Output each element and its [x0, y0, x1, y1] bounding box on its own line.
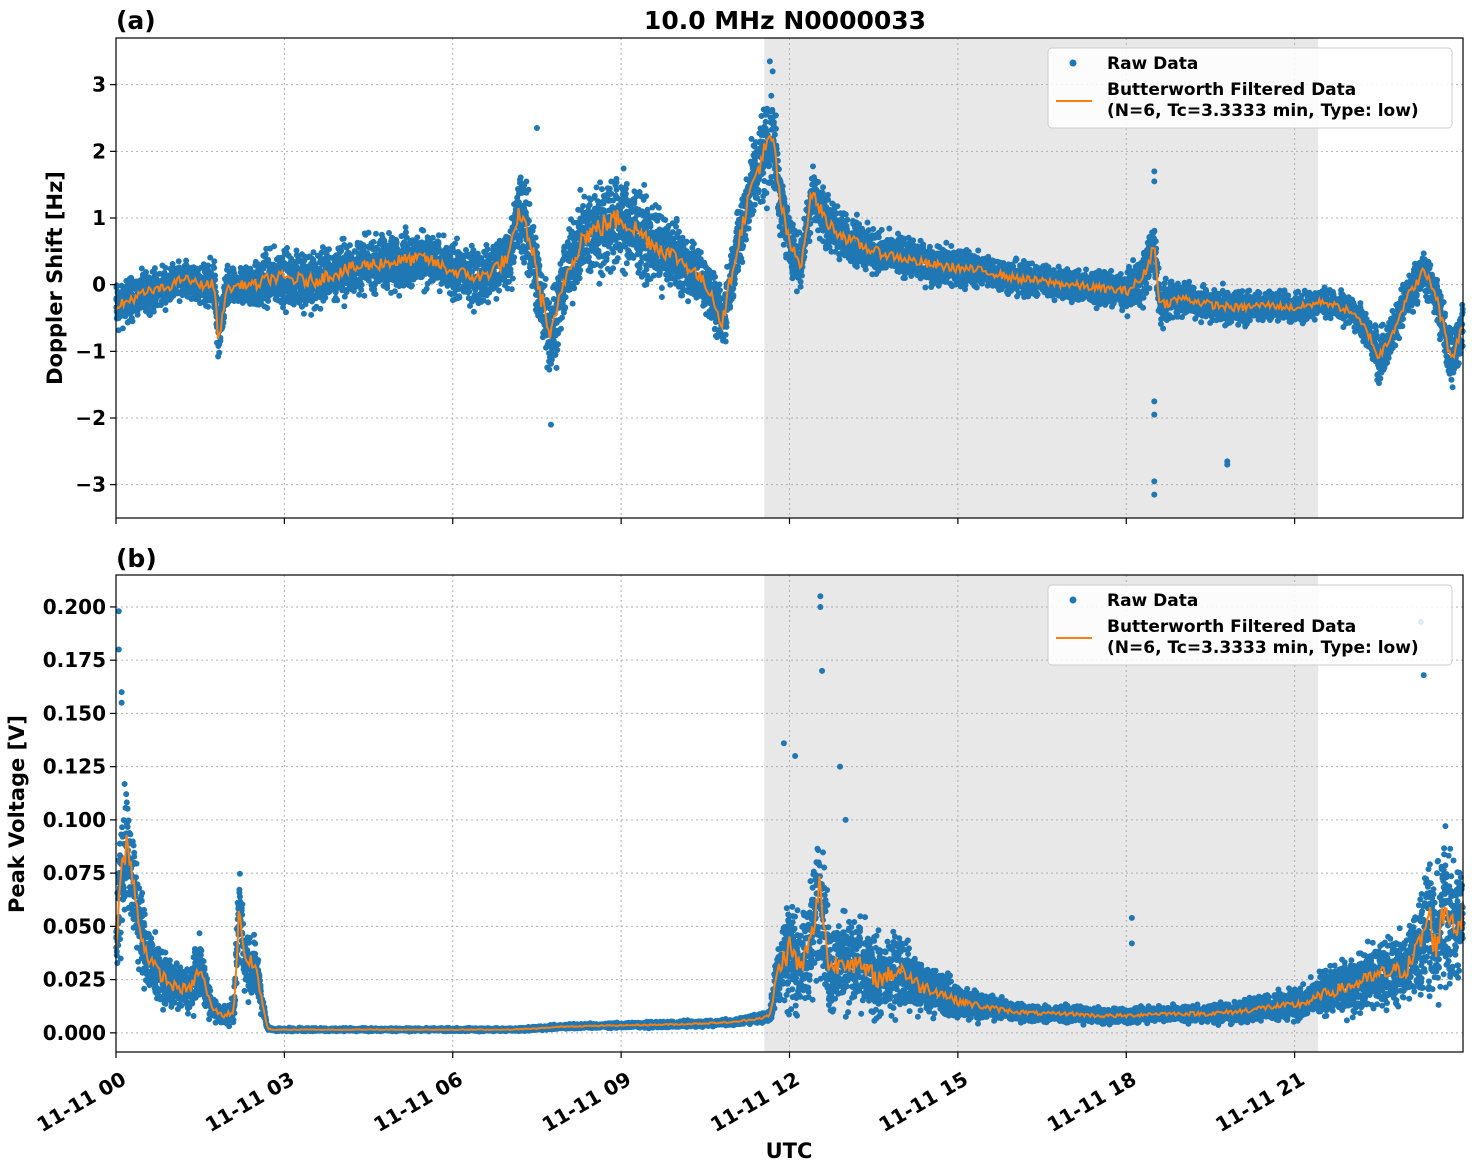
- x-tick-label: 11-11 06: [369, 1067, 467, 1137]
- legend-label-filtered-a-2: (N=6, Tc=3.3333 min, Type: low): [1107, 101, 1419, 121]
- panel-label-a: (a): [116, 6, 156, 35]
- raw-outlier-point: [1151, 168, 1158, 175]
- y-tick-label: 0.050: [43, 914, 106, 938]
- y-ticks-a: 3 2 1 0 −1 −2 −3: [75, 73, 116, 497]
- x-tick-label: 11-11 21: [1211, 1067, 1309, 1137]
- y-tick-label: 0.100: [43, 808, 106, 832]
- x-tick-label: 11-11 00: [33, 1067, 131, 1137]
- raw-outlier-point: [817, 593, 824, 600]
- x-tick-label: 11-11 03: [201, 1067, 299, 1137]
- raw-outlier-point: [842, 816, 849, 823]
- legend-label-filtered-b-2: (N=6, Tc=3.3333 min, Type: low): [1107, 638, 1419, 658]
- x-tick-label: 11-11 18: [1043, 1067, 1141, 1137]
- y-tick-label: 2: [92, 139, 106, 163]
- y-axis-label-b: Peak Voltage [V]: [5, 715, 29, 913]
- y-tick-label: 0.075: [43, 861, 106, 885]
- raw-outlier-point: [1151, 178, 1158, 185]
- raw-outlier-point: [837, 763, 844, 770]
- x-tick-label: 11-11 15: [874, 1067, 972, 1137]
- raw-outlier-point: [1151, 398, 1158, 405]
- raw-outlier-point: [1128, 940, 1135, 947]
- filtered-line-a: [115, 133, 1464, 360]
- legend-marker-raw-b: [1069, 596, 1077, 604]
- raw-outlier-point: [533, 125, 540, 131]
- raw-outlier-point: [1151, 411, 1158, 418]
- y-tick-label: 0.150: [43, 701, 106, 725]
- filtered-line-b: [115, 834, 1464, 1032]
- y-tick-label: 0.125: [43, 755, 106, 779]
- legend-marker-raw-a: [1069, 59, 1077, 67]
- x-tick-label: 11-11 09: [538, 1067, 636, 1137]
- raw-outlier-point: [1420, 672, 1427, 679]
- panel-label-b: (b): [116, 544, 157, 573]
- raw-outlier-point: [1151, 491, 1158, 498]
- raw-outlier-point: [819, 667, 826, 674]
- y-tick-label: 0.000: [43, 1021, 106, 1045]
- y-tick-label: 0.025: [43, 968, 106, 992]
- x-ticks-a: [115, 518, 1296, 524]
- raw-outlier-point: [792, 753, 799, 760]
- doppler-panel: 3 2 1 0 −1 −2 −3 Doppler Shift [Hz] Raw Data B…: [43, 37, 1466, 524]
- y-tick-label: 1: [92, 206, 106, 230]
- raw-data-points: [113, 781, 1466, 1035]
- raw-outlier-point: [118, 689, 125, 696]
- legend-a: Raw Data Butterworth Filtered Data (N=6,…: [1047, 47, 1453, 129]
- raw-outlier-point: [766, 58, 773, 65]
- y-tick-label: −1: [75, 339, 106, 363]
- raw-outlier-point: [1224, 461, 1231, 468]
- raw-outlier-point: [115, 608, 122, 615]
- legend-label-filtered-a-1: Butterworth Filtered Data: [1107, 80, 1356, 100]
- legend-label-raw-a: Raw Data: [1107, 54, 1198, 74]
- legend-box-a: [1047, 47, 1453, 129]
- voltage-panel: 0.200 0.175 0.150 0.125 0.100 0.075 0.050 0.025…: [5, 574, 1466, 1137]
- raw-outlier-point: [1151, 478, 1158, 485]
- y-tick-label: 0.175: [43, 648, 106, 672]
- raw-outlier-point: [118, 699, 125, 706]
- raw-outlier-point: [547, 421, 554, 428]
- legend-label-raw-b: Raw Data: [1107, 591, 1198, 611]
- raw-scatter-b: [113, 593, 1466, 1035]
- legend-label-filtered-b-1: Butterworth Filtered Data: [1107, 617, 1356, 637]
- raw-outlier-point: [817, 603, 824, 610]
- legend-b: Raw Data Butterworth Filtered Data (N=6,…: [1047, 584, 1453, 666]
- y-tick-label: 0: [92, 273, 106, 297]
- raw-outlier-point: [1128, 914, 1135, 921]
- figure-title: 10.0 MHz N0000033: [644, 6, 926, 35]
- y-tick-label: −2: [75, 406, 106, 430]
- x-ticks-b: 11-11 00 11-11 03 11-11 06 11-11 09 11-11 12…: [33, 1052, 1309, 1137]
- y-tick-label: −3: [75, 473, 106, 497]
- raw-outlier-point: [115, 646, 122, 653]
- x-axis-label: UTC: [766, 1139, 813, 1163]
- y-tick-label: 0.200: [43, 595, 106, 619]
- raw-outlier-point: [769, 68, 776, 75]
- x-tick-label: 11-11 12: [706, 1067, 804, 1137]
- y-ticks-b: 0.200 0.175 0.150 0.125 0.100 0.075 0.050 0.025…: [43, 595, 116, 1045]
- raw-outlier-point: [780, 740, 787, 747]
- y-tick-label: 3: [92, 73, 106, 97]
- y-axis-label-a: Doppler Shift [Hz]: [43, 171, 67, 385]
- legend-box-b: [1047, 584, 1453, 666]
